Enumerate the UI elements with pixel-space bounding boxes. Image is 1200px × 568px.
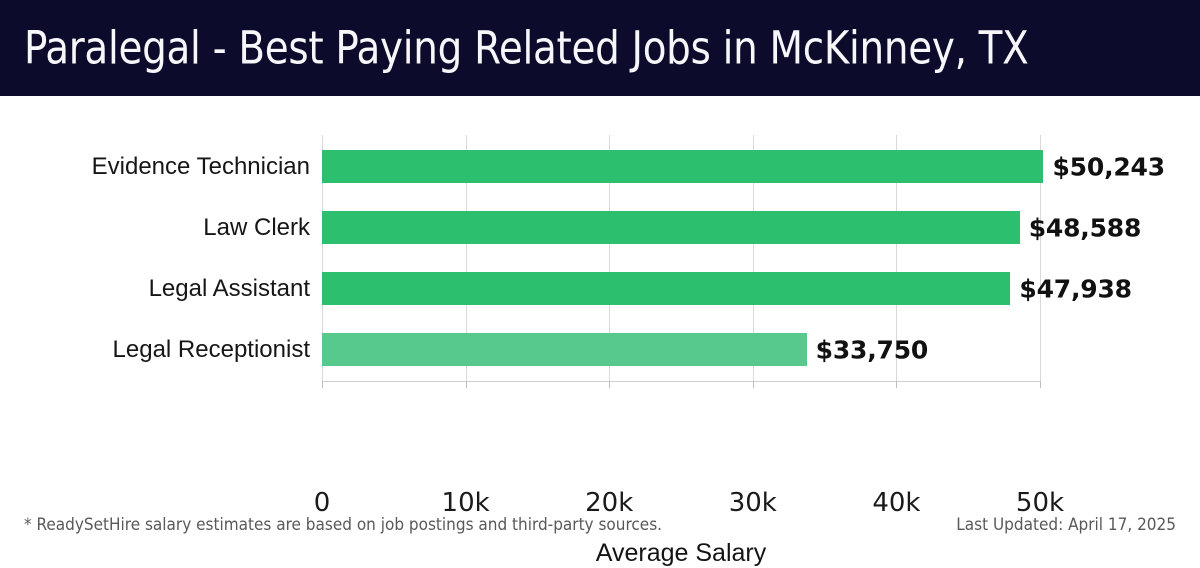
bar-value-label: $47,938 [1019, 274, 1132, 303]
x-axis-tick [896, 381, 898, 388]
x-axis-tick [752, 381, 754, 388]
x-axis-tick-label: 40k [872, 488, 921, 518]
x-axis-tick-label: 50k [1015, 488, 1065, 518]
gridline [465, 135, 467, 381]
plot-area [322, 135, 1041, 381]
bar-row[interactable]: $48,588 [322, 211, 1141, 244]
x-axis-tick [322, 381, 323, 388]
bar[interactable] [322, 211, 1020, 244]
header-bar: Paralegal - Best Paying Related Jobs in … [0, 0, 1200, 96]
bar[interactable] [322, 333, 807, 366]
footer-disclaimer: * ReadySetHire salary estimates are base… [24, 515, 663, 535]
x-axis-title: Average Salary [595, 539, 767, 567]
bar[interactable] [322, 150, 1044, 183]
x-axis-tick [609, 381, 611, 388]
x-axis-tick-label: 0 [313, 488, 331, 518]
category-label: Evidence Technician [91, 152, 310, 180]
x-axis-tick [465, 381, 467, 388]
gridline [896, 135, 898, 381]
bar-value-label: $50,243 [1052, 152, 1165, 181]
x-axis-tick-label: 30k [728, 488, 777, 518]
gridline [752, 135, 754, 381]
category-label: Law Clerk [203, 213, 310, 241]
x-axis-tick [1040, 381, 1041, 388]
bar-value-label: $48,588 [1028, 213, 1142, 242]
bar-value-label: $33,750 [815, 335, 929, 364]
x-axis-tick-label: 10k [441, 488, 490, 518]
bar-row[interactable]: $50,243 [322, 150, 1165, 183]
page-title: Paralegal - Best Paying Related Jobs in … [24, 21, 1029, 75]
chart-container: $50,243 $48,588 $47,938 $33,750 Evidence Te… [0, 96, 1200, 567]
x-axis-line [322, 381, 1041, 382]
category-label: Legal Receptionist [112, 335, 310, 363]
gridline [609, 135, 611, 381]
x-axis-tick-label: 20k [585, 488, 634, 518]
bar-row[interactable]: $33,750 [322, 333, 1040, 366]
category-label: Legal Assistant [148, 274, 310, 302]
gridline [1040, 135, 1041, 381]
bar[interactable] [322, 272, 1011, 305]
bar-row[interactable]: $47,938 [322, 272, 1132, 305]
gridline [322, 135, 323, 381]
footer-last-updated: Last Updated: April 17, 2025 [956, 515, 1176, 535]
